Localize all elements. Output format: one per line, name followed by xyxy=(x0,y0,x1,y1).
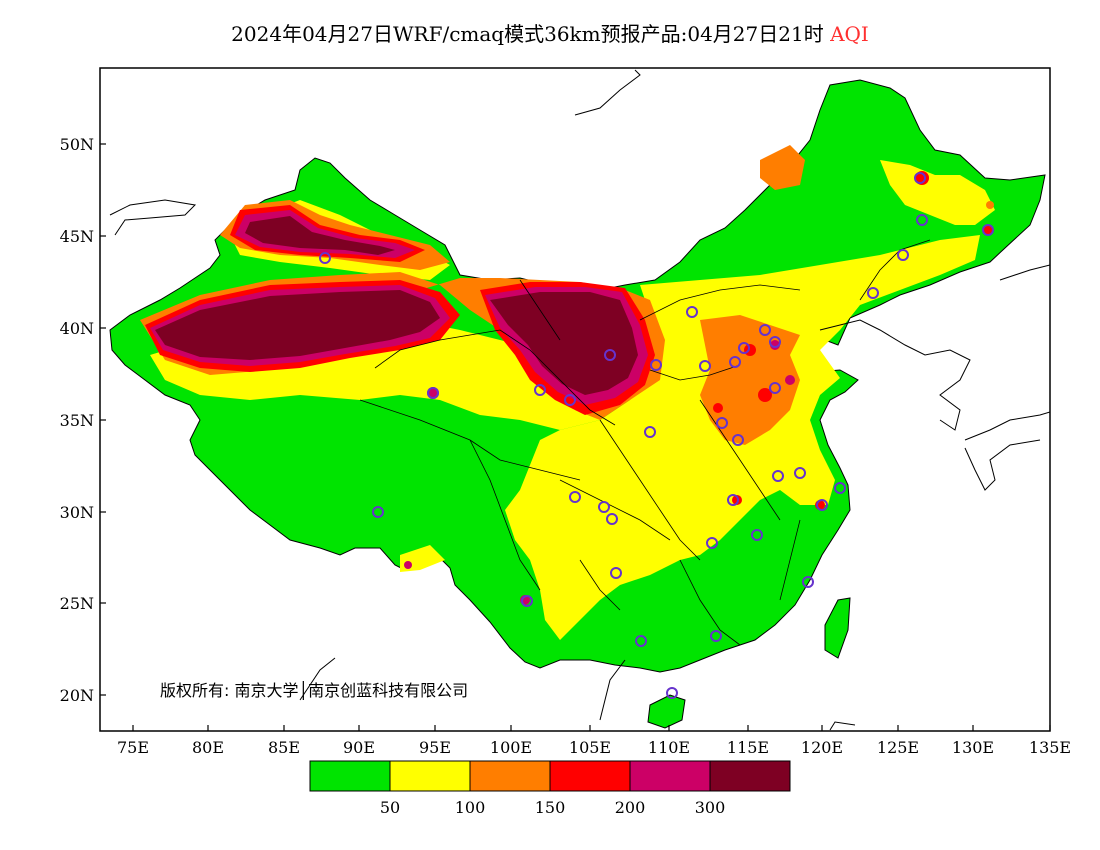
lon-tick-label: 120E xyxy=(801,738,843,757)
lat-tick-label: 45N xyxy=(60,227,94,246)
lat-tick-label: 30N xyxy=(60,503,94,522)
legend-label: 150 xyxy=(535,798,566,817)
title-aqi-tag: AQI xyxy=(830,22,869,46)
legend-label: 200 xyxy=(615,798,646,817)
lat-tick-label: 20N xyxy=(60,686,94,705)
legend-label: 300 xyxy=(695,798,726,817)
lon-tick-label: 75E xyxy=(117,738,149,757)
map-title: 2024年04月27日WRF/cmaq模式36km预报产品:04月27日21时 … xyxy=(0,18,1100,47)
lon-tick-label: 115E xyxy=(727,738,769,757)
other-coastlines xyxy=(109,69,1050,731)
legend-swatch xyxy=(309,760,391,792)
station-markers xyxy=(319,172,994,699)
legend-swatch xyxy=(549,760,631,792)
lon-tick-label: 125E xyxy=(877,738,919,757)
legend-swatch xyxy=(709,760,791,792)
lat-tick-label: 35N xyxy=(60,411,94,430)
legend-label: 50 xyxy=(380,798,400,817)
lon-tick-label: 85E xyxy=(268,738,300,757)
latitude-axis: 50N 45N 40N 35N 30N 25N 20N xyxy=(60,135,106,705)
legend-label: 100 xyxy=(455,798,486,817)
lat-tick-label: 25N xyxy=(60,594,94,613)
lon-tick-label: 135E xyxy=(1029,738,1071,757)
lon-tick-label: 110E xyxy=(648,738,690,757)
taiwan-island xyxy=(824,597,851,659)
aqi-legend: 50 100 150 200 300 xyxy=(309,760,791,817)
province-borders xyxy=(359,239,931,646)
legend-swatch xyxy=(629,760,711,792)
longitude-axis: 75E 80E 85E 90E 95E 100E 105E 110E 115E 120E 125E 1… xyxy=(117,725,1071,757)
lat-tick-label: 50N xyxy=(60,135,94,154)
lon-tick-label: 80E xyxy=(192,738,224,757)
lon-tick-label: 105E xyxy=(569,738,611,757)
lon-tick-label: 90E xyxy=(343,738,375,757)
map-frame xyxy=(99,67,1051,732)
hainan-island xyxy=(647,694,686,729)
copyright-text: 版权所有: 南京大学│南京创蓝科技有限公司 xyxy=(160,680,468,700)
lon-tick-label: 95E xyxy=(419,738,451,757)
aqi-300-plus-zones xyxy=(155,216,638,395)
lon-tick-label: 130E xyxy=(952,738,994,757)
lat-tick-label: 40N xyxy=(60,319,94,338)
title-text: 2024年04月27日WRF/cmaq模式36km预报产品:04月27日21时 xyxy=(231,22,824,46)
lon-tick-label: 100E xyxy=(490,738,532,757)
legend-swatch xyxy=(389,760,471,792)
legend-swatch xyxy=(469,760,551,792)
map-area xyxy=(109,69,1050,731)
